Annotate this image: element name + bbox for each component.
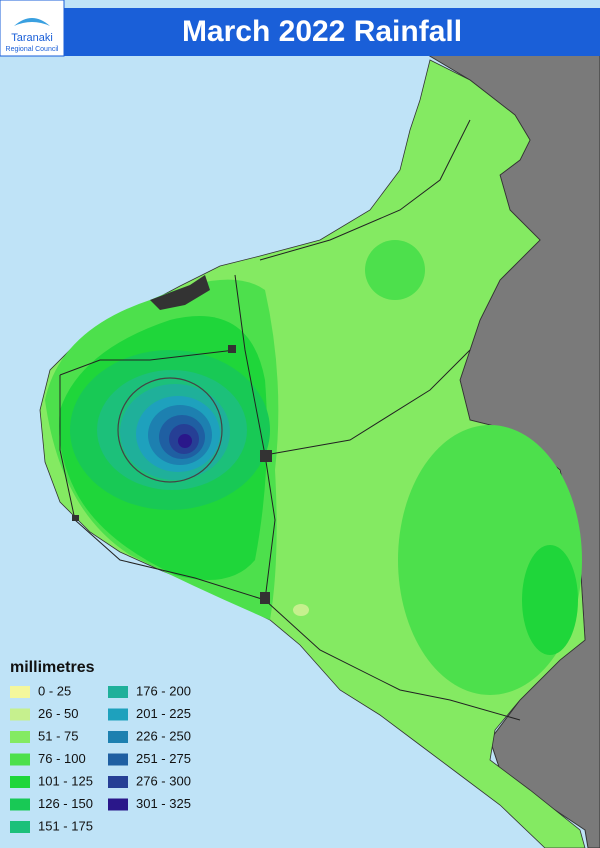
logo-mark [14, 18, 50, 26]
legend-swatch [10, 686, 30, 698]
rain-zone [365, 240, 425, 300]
legend-swatch [10, 708, 30, 721]
legend-label: 251 - 275 [136, 751, 191, 766]
logo-name: Taranaki [11, 32, 53, 44]
towns [72, 275, 272, 604]
logo-box [0, 0, 65, 57]
legend-swatch [108, 776, 128, 788]
legend-swatch [108, 708, 128, 721]
legend-label: 176 - 200 [136, 683, 191, 698]
legend-label: 101 - 125 [38, 773, 93, 788]
legend: millimetres 0 - 25 26 - 50 51 - 75 76 - 100… [10, 659, 191, 833]
legend-label: 26 - 50 [38, 706, 78, 721]
legend-label: 151 - 175 [38, 818, 93, 833]
legend-label: 51 - 75 [38, 728, 78, 743]
legend-label: 301 - 325 [136, 796, 191, 811]
legend-title: millimetres [10, 659, 95, 676]
legend-swatch [108, 686, 128, 698]
rain-zone [178, 434, 192, 448]
legend-swatch [108, 798, 128, 811]
map-title: March 2022 Rainfall [182, 15, 462, 48]
legend-label: 226 - 250 [136, 728, 191, 743]
rain-zone [293, 604, 309, 616]
legend-swatch [108, 731, 128, 743]
logo-subtitle: Regional Council [6, 46, 59, 53]
legend-swatch [10, 821, 30, 833]
legend-swatch [10, 798, 30, 811]
legend-swatch [10, 776, 30, 788]
legend-label: 76 - 100 [38, 751, 86, 766]
legend-label: 0 - 25 [38, 683, 71, 698]
national-park-boundary [117, 377, 223, 483]
header-bar [64, 8, 600, 56]
rain-zone [522, 545, 578, 655]
legend-label: 276 - 300 [136, 773, 191, 788]
legend-swatch [10, 731, 30, 743]
legend-label: 126 - 150 [38, 796, 93, 811]
legend-label: 201 - 225 [136, 706, 191, 721]
legend-swatch [10, 753, 30, 766]
legend-swatch [108, 753, 128, 766]
